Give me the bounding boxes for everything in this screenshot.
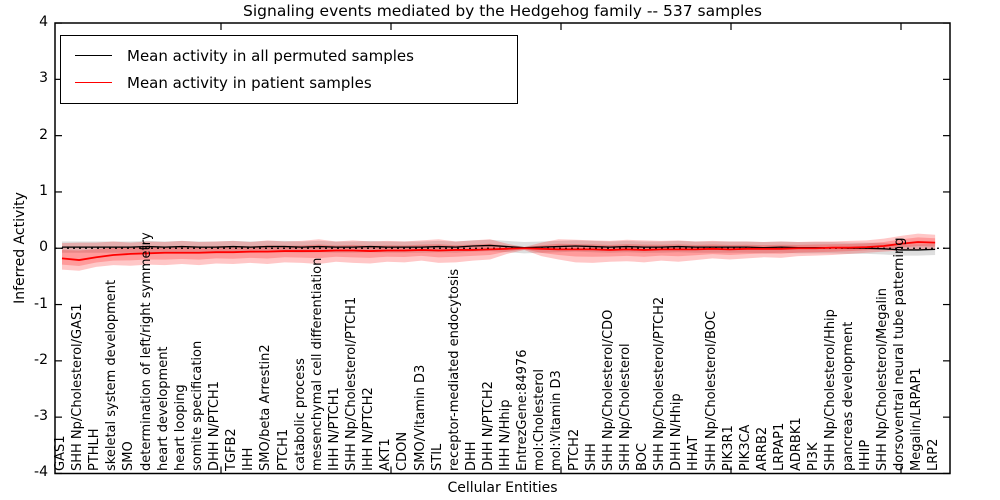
x-tick-label: SHH <box>583 443 599 471</box>
x-tick-label: PI3K <box>806 442 822 471</box>
x-tick-label: PTCH2 <box>566 428 582 471</box>
x-tick-label: PTCH1 <box>275 428 291 471</box>
y-tick-label: -3 <box>34 408 48 425</box>
x-tick-label: mol:Vitamin D3 <box>549 370 565 471</box>
x-tick-label: Megalin/LRPAP1 <box>909 367 924 471</box>
x-tick-label: SMO <box>121 441 137 471</box>
legend-label-permuted: Mean activity in all permuted samples <box>127 46 414 65</box>
x-tick-label: CDON <box>395 431 411 471</box>
x-tick-label: ADRBK1 <box>789 417 805 471</box>
x-tick-label: LRP2 <box>926 438 942 471</box>
x-tick-label: PIK3R1 <box>720 425 736 471</box>
x-tick-label: GAS1 <box>53 435 68 472</box>
permuted-mean-line <box>62 244 936 251</box>
y-tick-label: 1 <box>39 182 48 199</box>
patient-mean-line <box>61 241 936 261</box>
legend-row-permuted: Mean activity in all permuted samples <box>61 42 517 69</box>
x-tick-label: mesenchymal cell differentiation <box>309 257 325 471</box>
chart-title: Signaling events mediated by the Hedgeho… <box>243 2 762 20</box>
x-axis-label: Cellular Entities <box>447 480 558 496</box>
x-tick-label: SHH Np/Cholesterol/BOC <box>703 310 719 471</box>
x-tick-label: SHH Np/Cholesterol/Megalin <box>874 288 890 471</box>
x-tick-label: somite specification <box>189 340 205 471</box>
x-tick-label: skeletal system development <box>104 279 120 471</box>
x-tick-label: SHH Np/Cholesterol/PTCH1 <box>344 296 360 471</box>
x-tick-label: HHIP <box>857 439 873 471</box>
legend: Mean activity in all permuted samples Me… <box>60 35 518 104</box>
x-tick-label: SHH Np/Cholesterol <box>617 343 633 471</box>
y-tick-label: -4 <box>34 464 48 481</box>
y-tick-label: -2 <box>34 351 48 368</box>
x-tick-label: STIL <box>429 443 445 471</box>
x-tick-label: BOC <box>635 443 651 471</box>
x-tick-label: SHH Np/Cholesterol/PTCH2 <box>652 296 668 471</box>
x-tick-label: EntrezGene:84976 <box>515 349 531 471</box>
y-tick-label: 2 <box>39 126 48 143</box>
x-tick-label: pancreas development <box>840 321 856 471</box>
x-tick-label: SHH Np/Cholesterol/Hhip <box>823 309 839 471</box>
x-tick-label: DHH N/PTCH1 <box>207 381 223 471</box>
x-tick-label: SMO/beta Arrestin2 <box>258 344 274 471</box>
x-tick-label: IHH N/PTCH2 <box>361 387 377 471</box>
x-tick-label: heart development <box>155 346 171 471</box>
x-tick-label: receptor-mediated endocytosis <box>446 268 462 471</box>
x-tick-label: AKT1 <box>378 438 394 471</box>
y-tick-label: 4 <box>39 14 48 31</box>
patient-line-swatch <box>75 82 112 83</box>
y-tick-label: 3 <box>39 70 48 87</box>
permuted-line-swatch <box>75 55 112 56</box>
x-tick-label: DHH N/Hhip <box>669 393 685 471</box>
x-tick-label: LRPAP1 <box>772 422 788 471</box>
x-tick-label: determination of left/right symmetry <box>138 232 154 471</box>
x-tick-label: DHH <box>463 441 479 471</box>
x-tick-label: TGFB2 <box>224 428 240 471</box>
x-tick-label: IHH N/Hhip <box>498 399 514 472</box>
x-tick-label: PTHLH <box>87 428 103 471</box>
x-tick-label: PIK3CA <box>737 424 753 471</box>
x-tick-label: IHH <box>241 447 257 471</box>
x-tick-label: IHH N/PTCH1 <box>326 387 342 471</box>
legend-label-patient: Mean activity in patient samples <box>127 73 372 92</box>
x-tick-label: SHH Np/Cholesterol/CDO <box>600 309 616 471</box>
x-tick-label: dorsoventral neural tube patterning <box>891 237 907 471</box>
x-tick-label: SMO/Vitamin D3 <box>412 364 428 471</box>
y-tick-label: -1 <box>34 295 48 312</box>
patient-band-outer <box>62 233 936 271</box>
x-tick-label: HHAT <box>686 435 702 471</box>
patient-band-inner <box>62 237 936 266</box>
x-tick-label: mol:Cholesterol <box>532 369 548 471</box>
y-tick-label: 0 <box>39 239 48 256</box>
x-tick-label: catabolic process <box>292 358 308 471</box>
x-tick-label: DHH N/PTCH2 <box>481 381 496 471</box>
legend-row-patient: Mean activity in patient samples <box>61 69 517 96</box>
x-tick-label: heart looping <box>172 384 188 471</box>
x-tick-label: SHH Np/Cholesterol/GAS1 <box>70 303 86 471</box>
x-tick-label: ARRB2 <box>754 426 770 471</box>
